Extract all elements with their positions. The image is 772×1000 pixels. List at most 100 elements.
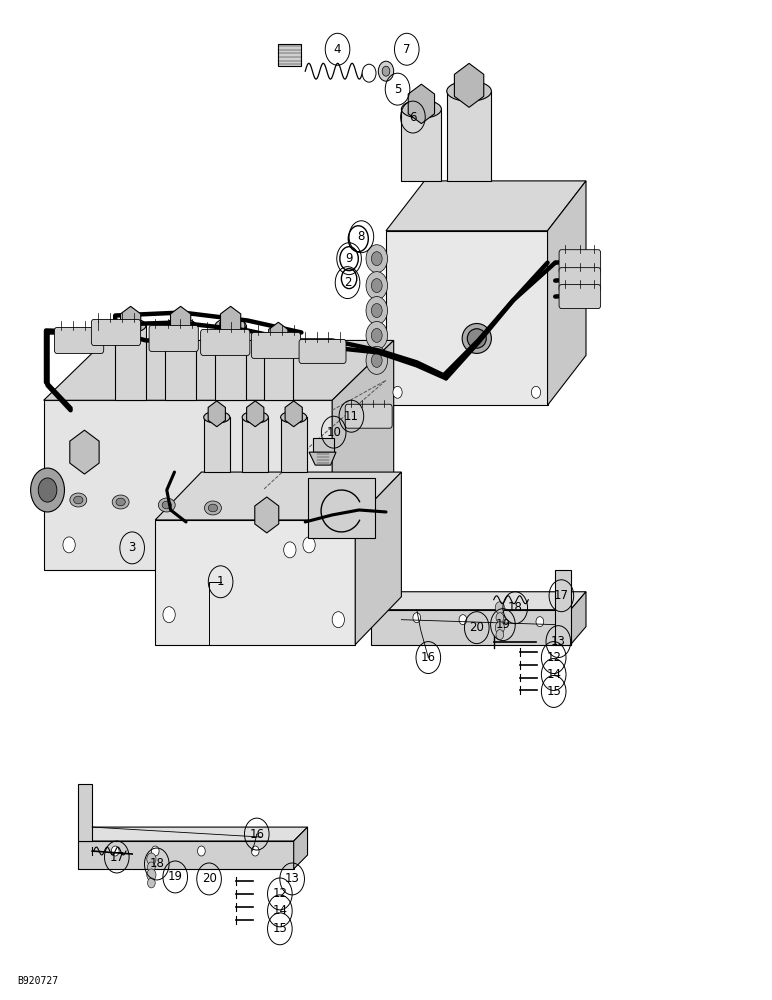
Polygon shape	[386, 231, 547, 405]
Ellipse shape	[215, 319, 246, 332]
Text: 5: 5	[394, 83, 401, 96]
Text: 20: 20	[469, 621, 484, 634]
Text: 20: 20	[201, 872, 216, 885]
Ellipse shape	[467, 329, 486, 348]
Text: 17: 17	[554, 589, 569, 602]
Circle shape	[283, 542, 296, 558]
Ellipse shape	[115, 319, 146, 332]
Circle shape	[382, 66, 390, 76]
Circle shape	[378, 61, 394, 81]
Circle shape	[252, 846, 259, 856]
Text: 3: 3	[128, 541, 136, 554]
Polygon shape	[355, 472, 401, 645]
Ellipse shape	[69, 493, 86, 507]
Polygon shape	[285, 401, 303, 427]
Ellipse shape	[204, 411, 230, 423]
Ellipse shape	[280, 411, 306, 423]
Text: 19: 19	[496, 618, 510, 631]
Text: 15: 15	[547, 685, 561, 698]
Text: 1: 1	[217, 575, 225, 588]
Polygon shape	[155, 520, 355, 645]
Circle shape	[496, 613, 503, 623]
Circle shape	[366, 297, 388, 324]
Polygon shape	[408, 84, 435, 124]
Ellipse shape	[162, 501, 171, 509]
FancyBboxPatch shape	[252, 332, 300, 358]
Text: 12: 12	[273, 887, 287, 900]
Ellipse shape	[264, 334, 293, 347]
Polygon shape	[332, 340, 394, 570]
Circle shape	[393, 386, 402, 398]
Circle shape	[371, 328, 382, 342]
Polygon shape	[293, 827, 307, 869]
Ellipse shape	[208, 504, 218, 512]
Circle shape	[496, 630, 503, 640]
Polygon shape	[44, 400, 332, 570]
Ellipse shape	[73, 496, 83, 504]
Polygon shape	[115, 325, 146, 400]
Polygon shape	[78, 827, 307, 841]
Circle shape	[198, 846, 205, 856]
FancyBboxPatch shape	[559, 250, 601, 274]
Text: 18: 18	[508, 601, 523, 614]
Circle shape	[371, 252, 382, 266]
Circle shape	[531, 386, 540, 398]
Polygon shape	[255, 497, 279, 533]
Text: 16: 16	[249, 828, 264, 841]
FancyBboxPatch shape	[559, 268, 601, 292]
Polygon shape	[246, 401, 264, 427]
Circle shape	[332, 612, 344, 628]
FancyBboxPatch shape	[345, 404, 392, 428]
Circle shape	[362, 64, 376, 82]
Circle shape	[39, 478, 57, 502]
Text: 13: 13	[551, 635, 566, 648]
Circle shape	[413, 613, 421, 623]
Circle shape	[63, 537, 75, 553]
Text: 13: 13	[285, 872, 300, 885]
Ellipse shape	[447, 81, 492, 101]
Ellipse shape	[116, 498, 125, 506]
Polygon shape	[171, 306, 191, 337]
Circle shape	[366, 321, 388, 349]
FancyBboxPatch shape	[201, 329, 250, 355]
Text: 10: 10	[327, 426, 341, 439]
Polygon shape	[242, 417, 269, 472]
Polygon shape	[455, 63, 484, 107]
Circle shape	[366, 245, 388, 273]
Text: 7: 7	[403, 43, 411, 56]
Circle shape	[366, 346, 388, 374]
Polygon shape	[371, 610, 571, 645]
Polygon shape	[69, 430, 99, 474]
Text: 16: 16	[421, 651, 436, 664]
Circle shape	[495, 622, 504, 634]
FancyBboxPatch shape	[559, 285, 601, 309]
Polygon shape	[120, 306, 141, 337]
Polygon shape	[221, 306, 241, 337]
Circle shape	[111, 846, 119, 856]
Ellipse shape	[165, 319, 196, 332]
Polygon shape	[279, 44, 301, 66]
Polygon shape	[269, 322, 288, 351]
Polygon shape	[208, 401, 225, 427]
Polygon shape	[264, 340, 293, 400]
Circle shape	[147, 853, 156, 865]
Circle shape	[147, 869, 156, 881]
Circle shape	[31, 468, 65, 512]
Text: 9: 9	[345, 252, 353, 265]
Text: 14: 14	[273, 904, 287, 917]
Polygon shape	[165, 325, 196, 400]
Polygon shape	[44, 340, 394, 400]
Polygon shape	[309, 452, 336, 465]
Circle shape	[366, 272, 388, 300]
Text: 11: 11	[344, 410, 359, 423]
Circle shape	[495, 602, 504, 614]
Ellipse shape	[205, 501, 222, 515]
Ellipse shape	[401, 100, 442, 118]
Text: 8: 8	[357, 230, 365, 243]
FancyBboxPatch shape	[91, 320, 141, 345]
Text: 17: 17	[110, 851, 124, 864]
Polygon shape	[215, 325, 246, 400]
Text: 18: 18	[149, 857, 164, 870]
Circle shape	[536, 617, 543, 627]
Ellipse shape	[158, 498, 175, 512]
